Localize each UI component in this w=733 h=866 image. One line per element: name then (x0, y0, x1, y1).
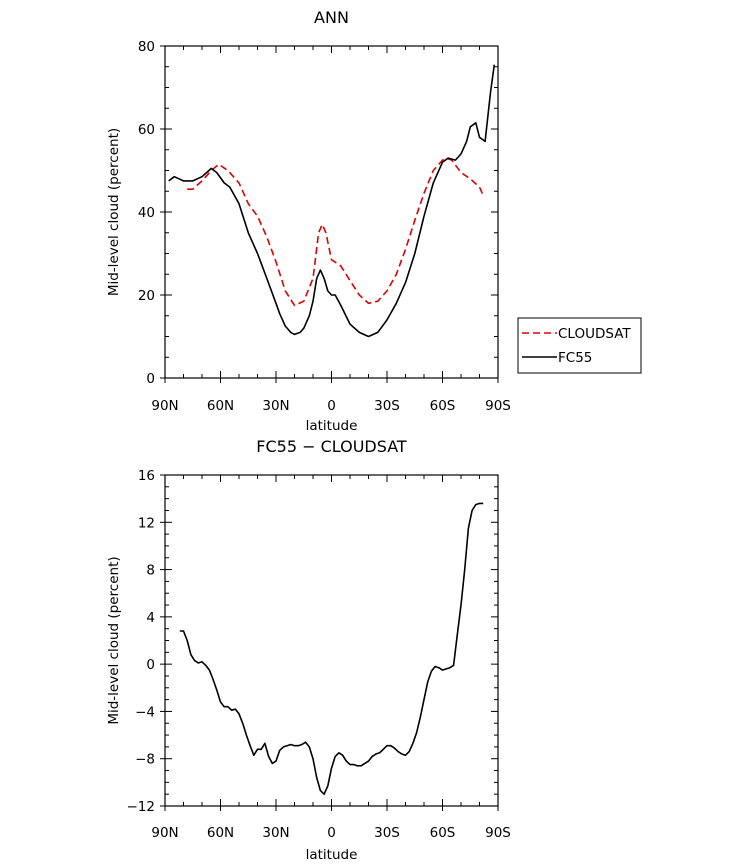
legend-label-cloudsat: CLOUDSAT (558, 326, 631, 342)
x-tick-label: 60N (207, 398, 234, 414)
y-tick-label: 60 (138, 122, 155, 138)
y-tick-label: −4 (135, 704, 155, 720)
x-tick-label: 30N (262, 398, 289, 414)
plot-frame (164, 474, 499, 807)
x-tick-label: 30S (374, 825, 400, 841)
x-tick-label: 0 (327, 398, 336, 414)
y-tick-label: 40 (138, 205, 155, 221)
y-tick-label: 80 (138, 39, 155, 55)
y-tick-label: 8 (146, 563, 155, 579)
x-tick-label: 90S (485, 398, 511, 414)
x-tick-label: 30N (262, 825, 289, 841)
chart-panel-1: ANN 90N 60N 30N 0 30S 60S 90S 0 20 40 60 80 latitude M… (106, 8, 642, 434)
chart-title: ANN (314, 8, 349, 27)
y-tick-label: −8 (135, 752, 155, 768)
x-axis-label: latitude (306, 418, 358, 434)
x-tick-label: 90N (151, 398, 178, 414)
y-tick-label: 4 (146, 610, 155, 626)
y-axis-label: Mid-level cloud (percent) (106, 556, 122, 724)
x-tick-label: 90N (151, 825, 178, 841)
legend-box (517, 317, 642, 374)
chart-panel-2: FC55 − CLOUDSAT 90N 60N 30N 0 30S 60S 90S −12 −8 −… (106, 437, 511, 863)
y-tick-label: 16 (138, 468, 155, 484)
legend-label-fc55: FC55 (558, 350, 592, 366)
y-tick-label: 0 (146, 657, 155, 673)
chart-title: FC55 − CLOUDSAT (256, 437, 407, 456)
x-tick-label: 60N (207, 825, 234, 841)
y-tick-label: −12 (127, 799, 156, 815)
series-line-cloudsat (187, 157, 484, 307)
x-tick-label: 60S (430, 825, 456, 841)
x-tick-label: 90S (485, 825, 511, 841)
x-tick-label: 30S (374, 398, 400, 414)
y-tick-label: 20 (138, 288, 155, 304)
x-tick-label: 0 (327, 825, 336, 841)
y-axis-label: Mid-level cloud (percent) (106, 128, 122, 296)
y-tick-label: 12 (138, 515, 155, 531)
series-line-difference (179, 502, 484, 796)
plot-frame (164, 45, 499, 379)
x-axis-label: latitude (306, 847, 358, 863)
y-tick-label: 0 (146, 371, 155, 387)
x-tick-label: 60S (430, 398, 456, 414)
series-line-fc55 (168, 64, 496, 338)
legend: CLOUDSAT FC55 (517, 317, 642, 374)
